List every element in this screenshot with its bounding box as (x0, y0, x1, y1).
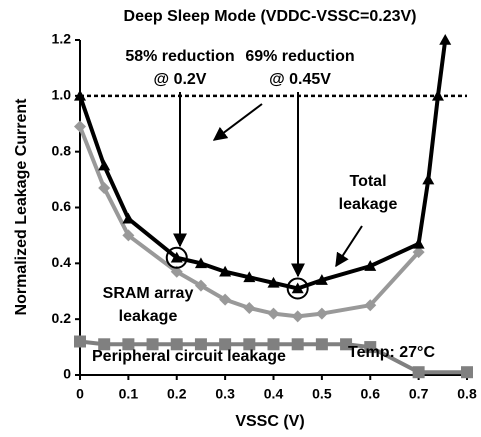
marker-square (219, 338, 232, 351)
marker-square (340, 338, 353, 351)
annotation: Temp: 27°C (348, 344, 435, 361)
marker-triangle (291, 282, 304, 294)
marker-square (291, 338, 304, 351)
x-tick-label: 0.2 (167, 386, 187, 402)
marker-diamond (412, 246, 425, 259)
chart-title: Deep Sleep Mode (VDDC-VSSC=0.23V) (124, 8, 417, 25)
marker-diamond (122, 229, 135, 242)
x-tick-label: 0.1 (119, 386, 139, 402)
marker-triangle (412, 237, 425, 249)
marker-square (122, 338, 135, 351)
y-tick-label: 0.6 (52, 198, 72, 214)
arrows (173, 92, 363, 278)
marker-triangle (267, 276, 280, 288)
marker-diamond (219, 293, 232, 306)
x-tick-label: 0 (76, 386, 84, 402)
annotation: @ 0.45V (269, 71, 331, 88)
marker-diamond (243, 302, 256, 314)
annotation: 69% reduction (245, 48, 354, 65)
x-axis-label: VSSC (V) (235, 413, 304, 430)
marker-triangle (439, 34, 452, 45)
annotation: Total (349, 173, 386, 190)
marker-triangle (122, 212, 135, 224)
marker-triangle (243, 271, 256, 283)
annotation: SRAM array (103, 285, 194, 302)
y-tick-label: 1.0 (52, 87, 72, 103)
x-tick-label: 0.7 (409, 386, 429, 402)
marker-square (74, 335, 86, 348)
x-tick-label: 0.4 (264, 386, 284, 402)
annotation: 58% reduction (125, 48, 234, 65)
marker-triangle (364, 260, 377, 271)
marker-triangle (98, 159, 111, 171)
annotation: leakage (339, 196, 398, 213)
marker-square (146, 338, 159, 351)
marker-diamond (291, 310, 304, 323)
highlight-circle (165, 246, 188, 269)
marker-triangle (315, 274, 328, 285)
marker-square (267, 338, 280, 351)
marker-square (98, 338, 111, 351)
marker-square (194, 338, 207, 351)
marker-diamond (194, 279, 207, 292)
y-tick-label: 0 (63, 366, 71, 382)
marker-diamond (170, 265, 183, 278)
marker-square (170, 338, 183, 351)
annotation: leakage (119, 308, 178, 325)
marker-diamond (98, 181, 111, 194)
marker-square (461, 366, 473, 379)
y-tick-label: 0.2 (52, 310, 72, 326)
series-line (78, 125, 421, 319)
y-tick-label: 0.8 (52, 142, 72, 158)
x-tick-label: 0.6 (361, 386, 381, 402)
annotation: Peripheral circuit leakage (92, 348, 286, 365)
marker-diamond (315, 307, 328, 320)
marker-square (243, 338, 256, 351)
y-axis-label: Normalized Leakage Current (13, 98, 30, 316)
marker-triangle (74, 89, 86, 101)
marker-diamond (364, 299, 377, 312)
marker-square (315, 338, 328, 351)
annotation: @ 0.2V (154, 71, 207, 88)
x-tick-label: 0.3 (215, 386, 235, 402)
marker-square (412, 366, 425, 379)
marker-diamond (267, 307, 280, 320)
marker-triangle (219, 265, 232, 277)
marker-triangle (170, 251, 183, 263)
marker-square (364, 341, 377, 354)
x-tick-label: 0.5 (312, 386, 332, 402)
x-tick-label: 0.8 (457, 386, 477, 402)
highlight-circle (286, 277, 309, 300)
series-line (78, 39, 448, 291)
marker-triangle (431, 89, 444, 101)
marker-triangle (194, 257, 207, 269)
y-tick-label: 0.4 (52, 254, 72, 270)
marker-triangle (422, 173, 435, 185)
marker-diamond (74, 120, 86, 133)
y-tick-label: 1.2 (52, 31, 72, 47)
